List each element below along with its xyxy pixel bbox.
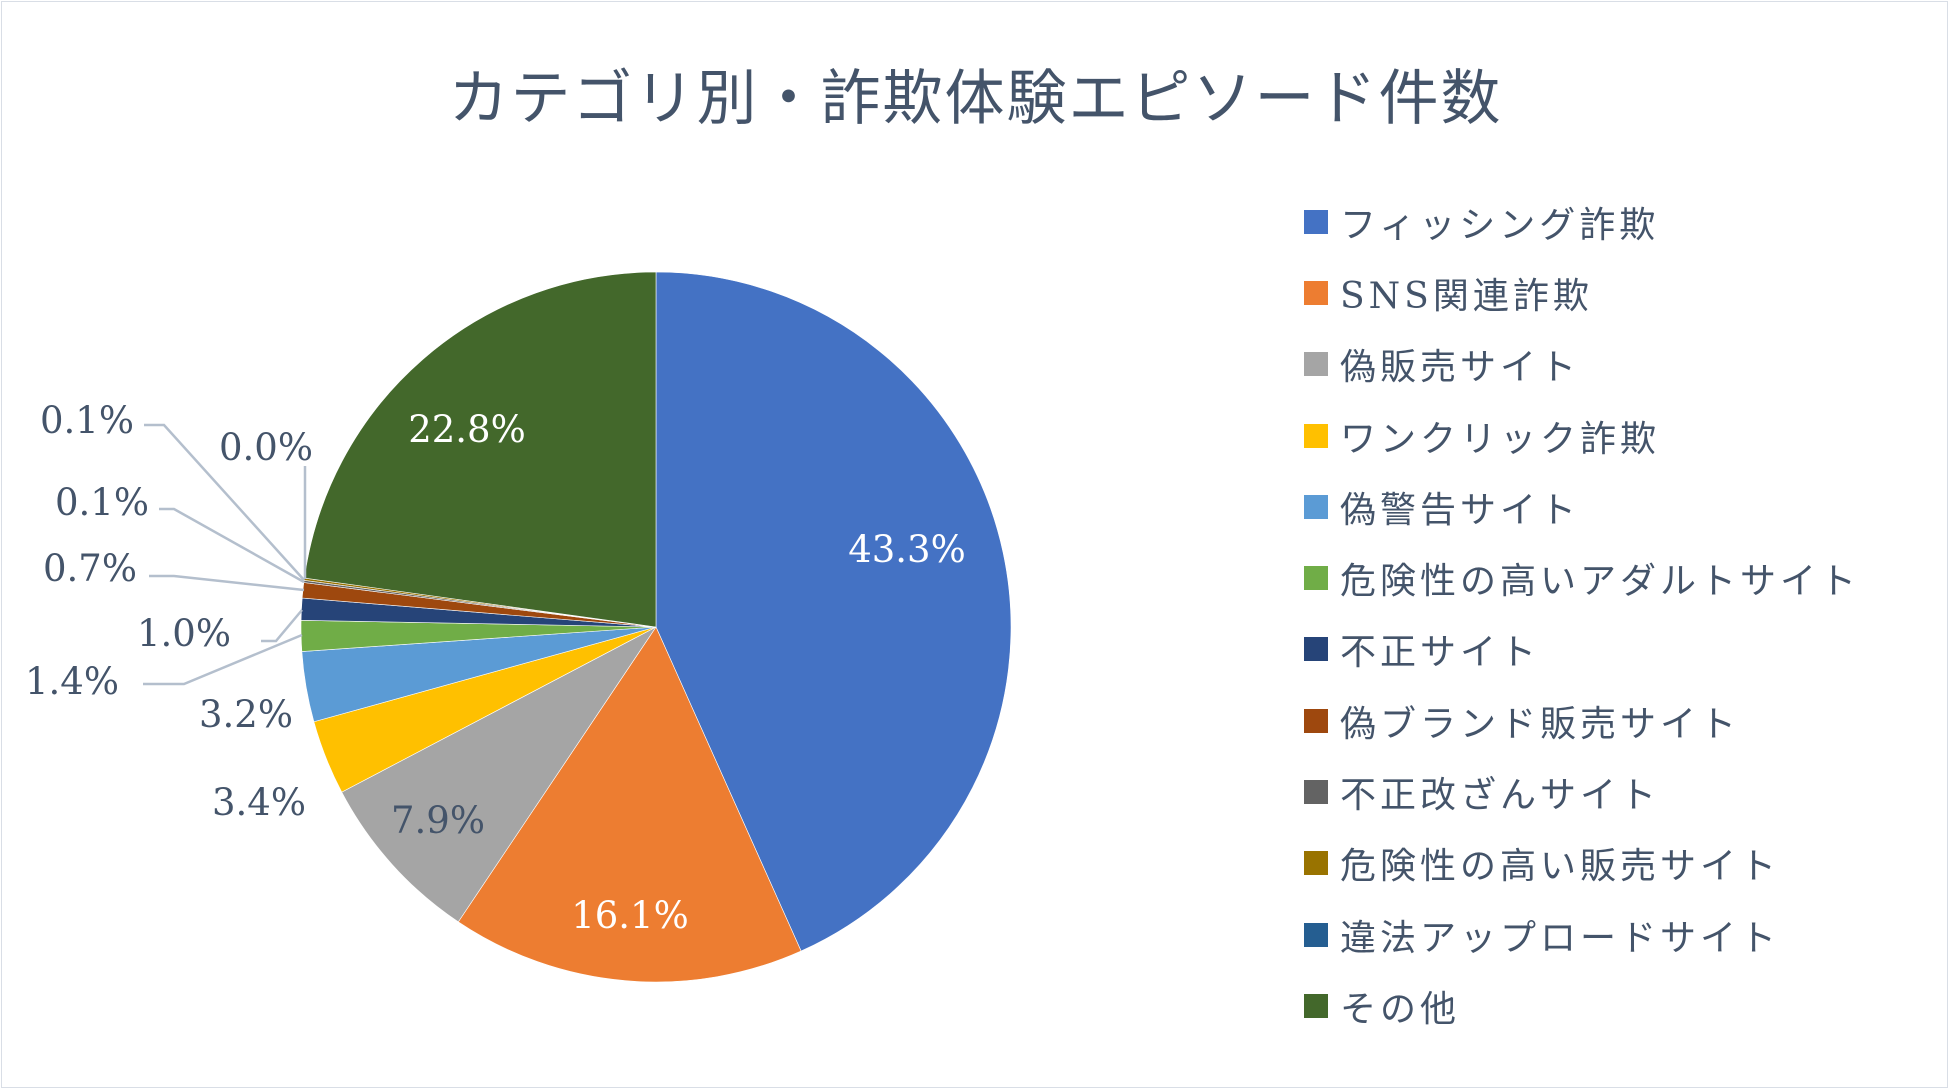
legend-label: 偽ブランド販売サイト xyxy=(1340,703,1741,745)
leader-line xyxy=(261,609,303,643)
legend-item: 偽ブランド販売サイト xyxy=(1304,685,1860,756)
legend-item: フィッシング詐欺 xyxy=(1304,186,1860,257)
pie-slice xyxy=(655,271,1012,952)
legend-label: SNS関連詐欺 xyxy=(1340,275,1593,317)
pie-slice xyxy=(304,271,657,628)
legend-item: 偽販売サイト xyxy=(1304,329,1860,400)
data-label: 16.1% xyxy=(571,894,689,937)
data-label: 0.7% xyxy=(43,547,137,590)
legend-swatch xyxy=(1304,352,1328,377)
legend-swatch xyxy=(1304,922,1328,947)
leader-line xyxy=(159,507,305,584)
pie-slice xyxy=(457,626,802,983)
legend-label: 偽警告サイト xyxy=(1340,489,1581,531)
legend-item: 不正改ざんサイト xyxy=(1304,756,1860,827)
legend-label: 不正改ざんサイト xyxy=(1340,775,1661,817)
legend-item: その他 xyxy=(1304,970,1860,1041)
legend-label: 偽販売サイト xyxy=(1340,347,1581,389)
data-label: 22.8% xyxy=(408,408,526,451)
legend-label: 危険性の高い販売サイト xyxy=(1340,846,1781,888)
legend-item: SNS関連詐欺 xyxy=(1304,257,1860,328)
legend-swatch xyxy=(1304,566,1328,591)
legend-label: 違法アップロードサイト xyxy=(1340,917,1781,959)
data-label: 0.1% xyxy=(40,399,134,442)
legend-label: その他 xyxy=(1340,988,1461,1030)
legend-swatch xyxy=(1304,280,1328,305)
pie-slice xyxy=(341,626,657,923)
data-label: 1.0% xyxy=(137,612,231,655)
data-label: 3.2% xyxy=(199,693,293,736)
data-label: 0.1% xyxy=(55,481,149,524)
legend-swatch xyxy=(1304,423,1328,448)
legend-item: 危険性の高い販売サイト xyxy=(1304,828,1860,899)
legend-swatch xyxy=(1304,993,1328,1018)
legend-swatch xyxy=(1304,708,1328,733)
legend-item: ワンクリック詐欺 xyxy=(1304,400,1860,471)
legend-label: 不正サイト xyxy=(1340,632,1541,674)
legend: フィッシング詐欺 SNS関連詐欺 偽販売サイトワンクリック詐欺 偽警告サイト危険性の高… xyxy=(1304,186,1860,1042)
leader-line xyxy=(149,574,305,592)
legend-label: ワンクリック詐欺 xyxy=(1340,418,1661,460)
legend-item: 違法アップロードサイト xyxy=(1304,899,1860,970)
leader-line xyxy=(144,423,305,581)
legend-swatch xyxy=(1304,637,1328,662)
legend-swatch xyxy=(1304,494,1328,519)
leader-line xyxy=(143,633,303,686)
data-label: 43.3% xyxy=(848,528,966,571)
legend-item: 危険性の高いアダルトサイト xyxy=(1304,542,1860,613)
legend-swatch xyxy=(1304,209,1328,234)
legend-item: 偽警告サイト xyxy=(1304,471,1860,542)
legend-label: 危険性の高いアダルトサイト xyxy=(1340,561,1861,603)
legend-item: 不正サイト xyxy=(1304,614,1860,685)
data-label: 0.0% xyxy=(219,426,313,469)
legend-label: フィッシング詐欺 xyxy=(1340,204,1660,246)
data-label: 1.4% xyxy=(25,660,119,703)
data-label: 7.9% xyxy=(391,799,485,842)
chart-title: カテゴリ別・詐欺体験エピソード件数 xyxy=(448,64,1503,134)
data-label: 3.4% xyxy=(212,781,306,824)
legend-swatch xyxy=(1304,851,1328,876)
legend-swatch xyxy=(1304,780,1328,805)
